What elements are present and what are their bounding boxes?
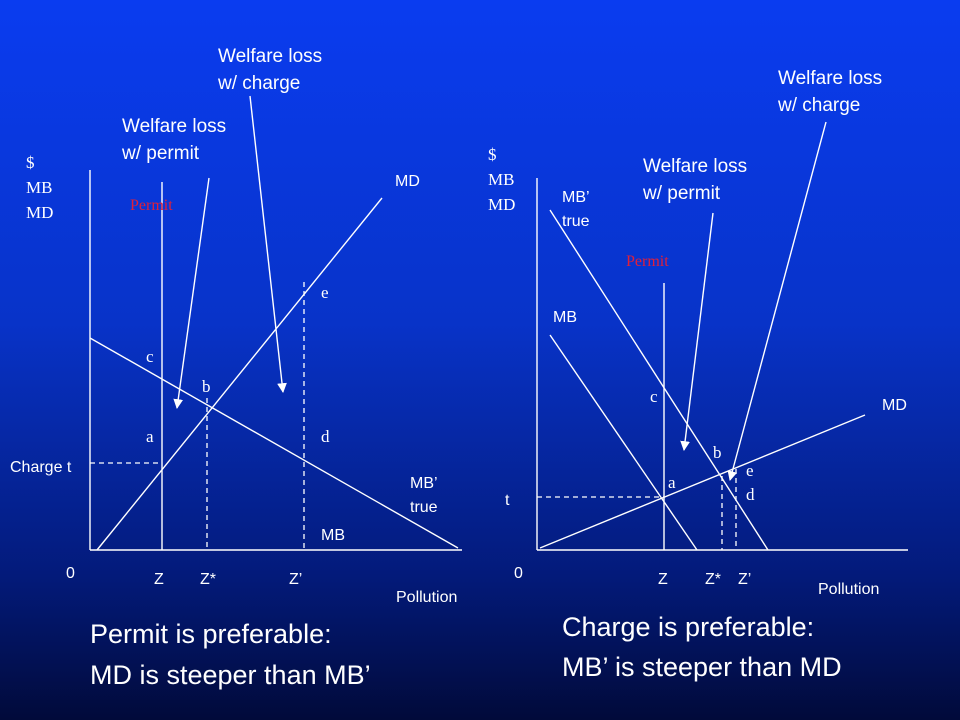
left-y-label-mb: MB — [26, 178, 52, 197]
left-x-axis-label: Pollution — [396, 589, 457, 606]
right-point-e: e — [746, 461, 754, 480]
left-mb-true-label-line2: true — [410, 499, 438, 516]
right-mb-true-label-line2: true — [562, 213, 590, 230]
right-md-curve — [539, 414, 866, 549]
left-point-d: d — [321, 427, 330, 446]
left-y-label-dollar: $ — [26, 153, 35, 172]
right-mb-curve — [549, 334, 698, 551]
right-x-tick-zprime: Z’ — [738, 571, 751, 588]
left-caption-line1: Permit is preferable: — [90, 619, 332, 649]
left-diagram: $ MB MD Welfare loss w/ charge Welfare l… — [10, 46, 462, 690]
left-point-c: c — [146, 347, 154, 366]
right-charge-callout-line1: Welfare loss — [778, 68, 882, 89]
left-point-b: b — [202, 377, 211, 396]
right-x-tick-zstar: Z* — [705, 571, 721, 588]
right-point-b: b — [713, 443, 722, 462]
right-charge-label: t — [505, 492, 510, 509]
left-permit-label: Permit — [130, 197, 173, 214]
left-point-a: a — [146, 427, 154, 446]
right-mb-true-curve — [549, 209, 769, 551]
right-x-axis-label: Pollution — [818, 581, 879, 598]
right-md-label: MD — [882, 397, 907, 414]
left-permit-callout-line1: Welfare loss — [122, 116, 226, 137]
left-mb-true-label-line1: MB’ — [410, 475, 438, 492]
left-md-curve — [96, 197, 383, 551]
left-charge-arrow — [249, 95, 287, 393]
left-permit-callout-line2: w/ permit — [121, 143, 200, 164]
right-point-c: c — [650, 387, 658, 406]
right-diagram: $ MB MD Welfare loss w/ charge Welfare l… — [488, 68, 908, 682]
left-y-label-md: MD — [26, 203, 53, 222]
left-x-tick-zprime: Z’ — [289, 571, 302, 588]
left-x-tick-zstar: Z* — [200, 571, 216, 588]
right-permit-label: Permit — [626, 253, 669, 270]
right-caption-line1: Charge is preferable: — [562, 612, 814, 642]
right-permit-arrow — [680, 212, 714, 451]
left-permit-arrow — [173, 177, 210, 409]
right-permit-callout-line2: w/ permit — [642, 183, 721, 204]
right-y-label-md: MD — [488, 195, 515, 214]
right-x-tick-z: Z — [658, 571, 668, 588]
left-md-label: MD — [395, 173, 420, 190]
right-charge-arrow — [727, 121, 827, 481]
right-y-label-mb: MB — [488, 170, 514, 189]
left-charge-label: Charge t — [10, 459, 72, 476]
left-caption-line2: MD is steeper than MB’ — [90, 660, 371, 690]
right-point-a: a — [668, 473, 676, 492]
left-x-tick-z: Z — [154, 571, 164, 588]
left-charge-callout-line1: Welfare loss — [218, 46, 322, 67]
left-mb-label: MB — [321, 527, 345, 544]
right-origin-label: 0 — [514, 565, 523, 582]
left-charge-callout-line2: w/ charge — [217, 73, 300, 94]
right-permit-callout-line1: Welfare loss — [643, 156, 747, 177]
right-caption-line2: MB’ is steeper than MD — [562, 652, 842, 682]
right-y-label-dollar: $ — [488, 145, 497, 164]
right-mb-label: MB — [553, 309, 577, 326]
right-mb-true-label-line1: MB’ — [562, 189, 590, 206]
left-origin-label: 0 — [66, 565, 75, 582]
left-mb-true-curve — [89, 337, 459, 549]
left-point-e: e — [321, 283, 329, 302]
right-charge-callout-line2: w/ charge — [777, 95, 860, 116]
right-point-d: d — [746, 485, 755, 504]
